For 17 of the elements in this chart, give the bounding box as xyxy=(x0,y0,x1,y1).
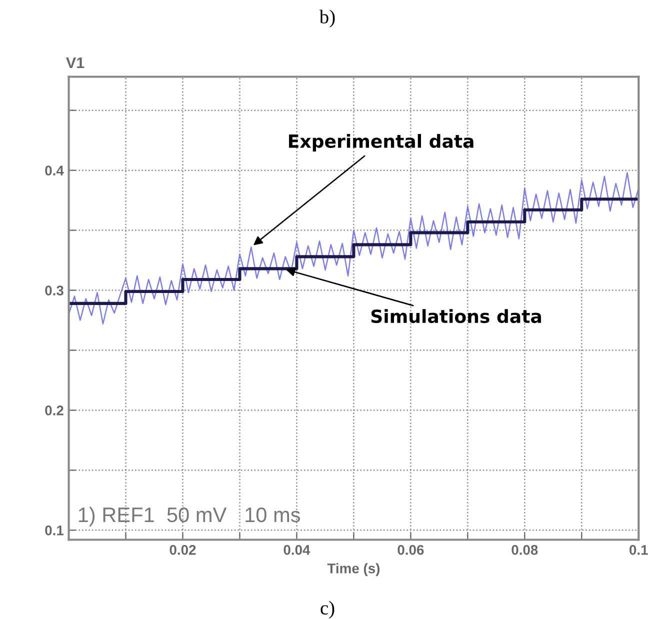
x-tick-label: 0.1 xyxy=(630,544,648,555)
annotation: Experimental data xyxy=(289,134,474,152)
x-tick-label: 0.02 xyxy=(170,544,196,555)
text: c) xyxy=(320,600,334,619)
text: b) xyxy=(319,10,335,28)
y-axis-title: V1 xyxy=(66,58,84,68)
annotation: 1) REF1 50 mV 10 ms xyxy=(78,506,300,526)
y-tick-label: 0.4 xyxy=(45,166,64,176)
y-tick-label: 0.3 xyxy=(45,286,64,296)
x-tick-label: 0.06 xyxy=(398,544,424,555)
x-tick-label: 0.08 xyxy=(512,544,538,555)
y-tick-label: 0.2 xyxy=(45,406,64,416)
line-series xyxy=(68,172,639,324)
y-tick-label: 0.1 xyxy=(45,526,64,536)
x-axis-title: Time (s) xyxy=(327,563,380,576)
x-tick-label: 0.04 xyxy=(284,544,310,555)
annotation: Simulations data xyxy=(371,309,541,324)
